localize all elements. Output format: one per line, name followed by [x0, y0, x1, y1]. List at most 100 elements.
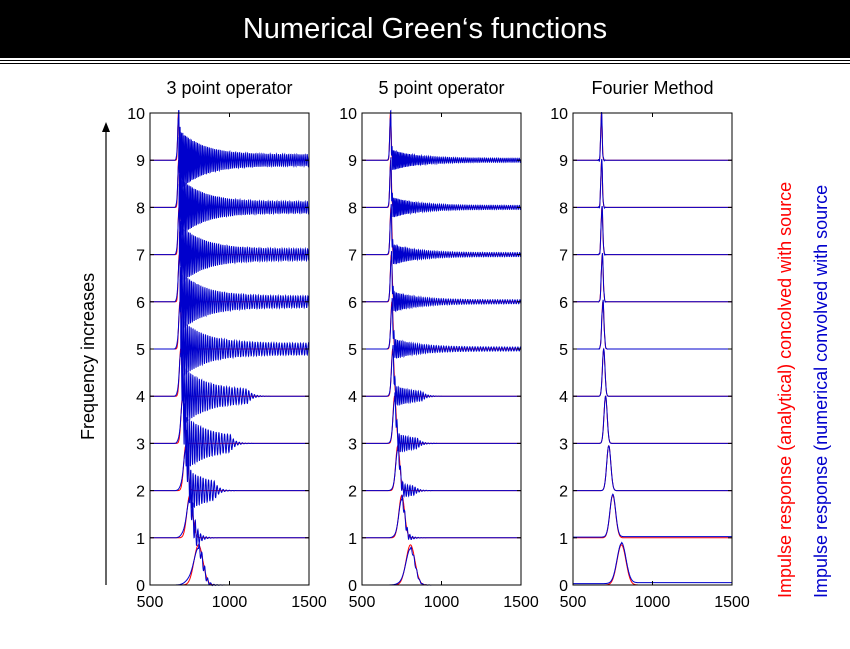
numerical-trace [573, 158, 732, 209]
y-tick-label: 9 [559, 153, 568, 170]
analytical-trace [362, 544, 521, 586]
numerical-trace [573, 541, 732, 585]
x-tick-label: 1000 [635, 594, 671, 611]
y-tick-label: 3 [559, 436, 568, 453]
x-tick-label: 1000 [424, 594, 460, 611]
analytical-trace [362, 112, 521, 161]
y-tick-label: 2 [559, 484, 568, 501]
left-axis-label: Frequency increases [78, 272, 98, 440]
analytical-trace [573, 160, 732, 208]
numerical-trace [150, 429, 309, 509]
y-tick-label: 7 [559, 248, 568, 265]
legend-numerical: Impulse response (numerical convolved wi… [811, 184, 831, 598]
y-tick-label: 1 [136, 531, 145, 548]
analytical-trace [362, 395, 521, 444]
x-tick-label: 1500 [291, 594, 327, 611]
divider [0, 63, 850, 64]
numerical-trace [362, 157, 522, 218]
numerical-trace [150, 373, 309, 469]
y-tick-label: 2 [136, 484, 145, 501]
y-tick-label: 6 [136, 295, 145, 312]
analytical-trace [573, 544, 732, 586]
analytical-trace [150, 395, 309, 444]
numerical-trace [362, 392, 521, 453]
numerical-trace [573, 395, 732, 444]
numerical-trace [150, 325, 309, 423]
y-tick-label: 4 [559, 389, 568, 406]
numerical-trace [573, 299, 732, 350]
numerical-trace [150, 137, 310, 236]
analytical-trace [362, 254, 521, 303]
y-tick-label: 5 [559, 342, 568, 359]
y-tick-label: 6 [559, 295, 568, 312]
analytical-trace [150, 544, 309, 586]
x-tick-label: 1000 [212, 594, 248, 611]
x-tick-label: 500 [560, 594, 587, 611]
numerical-trace [573, 205, 732, 256]
numerical-trace [362, 109, 522, 170]
analytical-trace [362, 445, 521, 492]
analytical-trace [573, 254, 732, 303]
legend-analytical: Impulse response (analytical) concolved … [775, 181, 795, 598]
y-tick-label: 5 [348, 342, 357, 359]
chart-title: Fourier Method [591, 78, 713, 98]
numerical-trace [150, 541, 309, 587]
y-tick-label: 10 [550, 106, 568, 123]
analytical-trace [573, 300, 732, 350]
arrowhead-icon [102, 122, 110, 132]
analytical-trace [573, 445, 732, 492]
numerical-trace [362, 494, 521, 541]
analytical-trace [362, 207, 521, 256]
y-tick-label: 4 [348, 389, 357, 406]
y-tick-label: 2 [348, 484, 357, 501]
analytical-trace [150, 494, 309, 539]
divider [0, 60, 850, 61]
numerical-trace [362, 251, 522, 313]
numerical-trace [362, 204, 522, 265]
slide-title: Numerical Green‘s functions [0, 0, 850, 58]
numerical-trace [362, 546, 521, 586]
analytical-trace [573, 347, 732, 397]
y-tick-label: 6 [348, 295, 357, 312]
y-tick-label: 3 [348, 436, 357, 453]
y-tick-label: 8 [136, 200, 145, 217]
analytical-trace [150, 445, 309, 492]
numerical-trace [150, 110, 310, 189]
analytical-trace [362, 347, 521, 397]
numerical-trace [150, 278, 310, 377]
y-tick-label: 0 [559, 578, 568, 595]
analytical-trace [573, 494, 732, 539]
x-tick-label: 500 [349, 594, 376, 611]
chart-title: 3 point operator [166, 78, 292, 98]
y-tick-label: 5 [136, 342, 145, 359]
analytical-trace [573, 207, 732, 256]
y-tick-label: 10 [127, 106, 145, 123]
numerical-trace [362, 345, 521, 407]
x-tick-label: 1500 [503, 594, 539, 611]
numerical-trace [150, 184, 310, 283]
numerical-trace [362, 443, 521, 498]
y-tick-label: 7 [136, 248, 145, 265]
y-tick-label: 9 [348, 153, 357, 170]
y-tick-label: 3 [136, 436, 145, 453]
numerical-trace [362, 297, 522, 359]
y-tick-label: 8 [559, 200, 568, 217]
x-tick-label: 500 [137, 594, 164, 611]
analytical-trace [573, 112, 732, 161]
numerical-trace [573, 252, 732, 303]
analytical-trace [573, 395, 732, 444]
numerical-trace [573, 111, 732, 162]
y-tick-label: 8 [348, 200, 357, 217]
numerical-trace [150, 485, 309, 546]
y-tick-label: 0 [348, 578, 357, 595]
numerical-trace [573, 445, 732, 492]
y-tick-label: 1 [559, 531, 568, 548]
numerical-trace [150, 231, 310, 330]
y-tick-label: 0 [136, 578, 145, 595]
y-tick-label: 1 [348, 531, 357, 548]
y-tick-label: 4 [136, 389, 145, 406]
y-tick-label: 9 [136, 153, 145, 170]
analytical-trace [362, 160, 521, 208]
